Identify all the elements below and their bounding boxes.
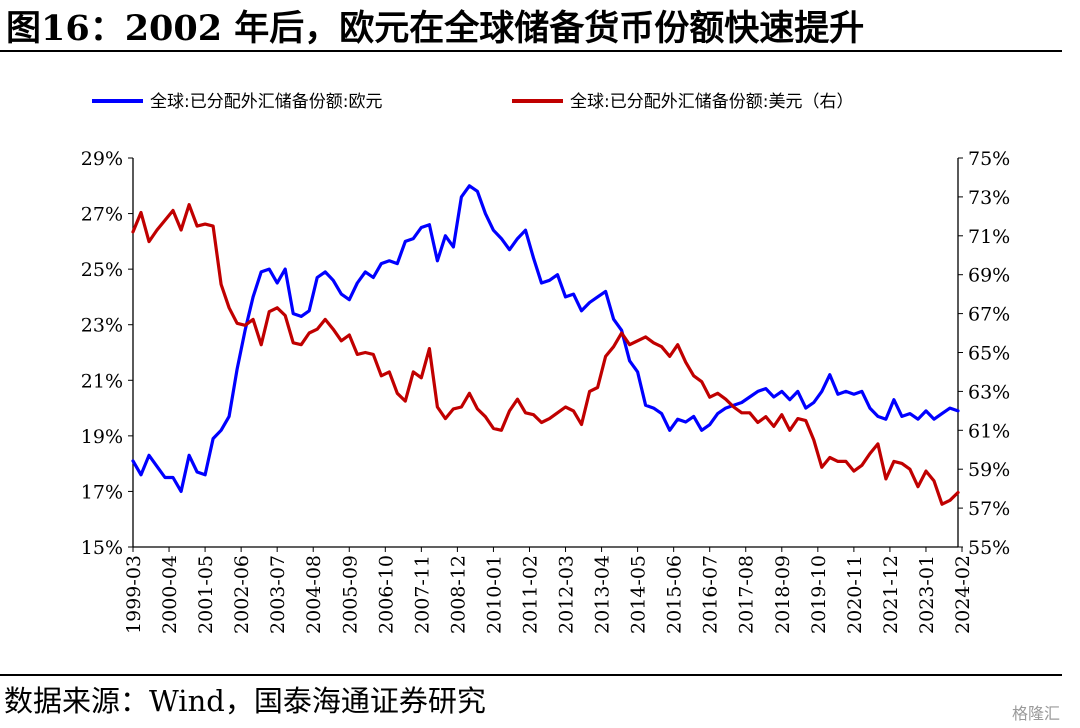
right-tick-label: 67% bbox=[968, 304, 1010, 326]
x-tick-label: 2020-11 bbox=[844, 555, 866, 634]
source-note: 数据来源：Wind，国泰海通证券研究 bbox=[4, 684, 486, 718]
legend: 全球:已分配外汇储备份额:欧元 全球:已分配外汇储备份额:美元（右） bbox=[92, 92, 853, 112]
left-tick-label: 15% bbox=[81, 537, 123, 559]
right-tick-label: 63% bbox=[968, 381, 1010, 403]
left-tick-label: 27% bbox=[81, 204, 123, 226]
title-rule bbox=[0, 50, 1062, 52]
x-tick-label: 1999-03 bbox=[123, 555, 145, 634]
x-tick-label: 2000-04 bbox=[159, 555, 181, 634]
x-tick-label: 2011-02 bbox=[519, 555, 541, 634]
right-tick-label: 73% bbox=[968, 187, 1010, 209]
axes: 15% 17% 19% 21% 23% 25% 27% 29% 55% 57% 59% 61% 63% 6… bbox=[81, 148, 1010, 634]
legend-label-euro: 全球:已分配外汇储备份额:欧元 bbox=[150, 92, 382, 112]
x-tick-label: 2002-06 bbox=[231, 555, 253, 634]
right-tick-label: 57% bbox=[968, 498, 1010, 520]
left-tick-label: 25% bbox=[81, 259, 123, 281]
series-line-euro bbox=[131, 184, 960, 493]
series-line-usd bbox=[131, 203, 960, 506]
right-tick-label: 55% bbox=[968, 537, 1010, 559]
line-chart: 全球:已分配外汇储备份额:欧元 全球:已分配外汇储备份额:美元（右） 15% 17… bbox=[81, 92, 1010, 634]
x-tick-label: 2017-08 bbox=[736, 555, 758, 634]
x-tick-label: 2013-04 bbox=[592, 555, 614, 634]
x-tick-label: 2018-09 bbox=[772, 555, 794, 634]
right-tick-label: 61% bbox=[968, 420, 1010, 442]
x-tick-label: 2001-05 bbox=[195, 555, 217, 634]
x-tick-label: 2021-12 bbox=[880, 555, 902, 634]
x-tick-label: 2003-07 bbox=[267, 555, 289, 634]
x-tick-label: 2004-08 bbox=[303, 555, 325, 634]
watermark-text: 格隆汇 bbox=[1011, 704, 1060, 723]
x-tick-label: 2005-09 bbox=[339, 555, 361, 634]
left-tick-label: 23% bbox=[81, 315, 123, 337]
right-tick-label: 65% bbox=[968, 343, 1010, 365]
x-tick-label: 2015-06 bbox=[664, 555, 686, 634]
x-tick-label: 2023-01 bbox=[916, 555, 938, 634]
left-tick-label: 29% bbox=[81, 148, 123, 170]
x-tick-label: 2019-10 bbox=[808, 555, 830, 634]
x-tick-label: 2010-01 bbox=[483, 555, 505, 634]
x-tick-label: 2024-02 bbox=[952, 555, 974, 634]
x-tick-label: 2012-03 bbox=[556, 555, 578, 634]
right-tick-label: 59% bbox=[968, 459, 1010, 481]
x-tick-label: 2016-07 bbox=[700, 555, 722, 634]
right-tick-label: 69% bbox=[968, 265, 1010, 287]
right-tick-label: 75% bbox=[968, 148, 1010, 170]
left-tick-label: 17% bbox=[81, 481, 123, 503]
figure-title: 图16：2002 年后，欧元在全球储备货币份额快速提升 bbox=[6, 8, 865, 49]
x-tick-label: 2006-10 bbox=[375, 555, 397, 634]
x-tick-label: 2007-11 bbox=[411, 555, 433, 634]
left-tick-label: 19% bbox=[81, 426, 123, 448]
left-tick-label: 21% bbox=[81, 370, 123, 392]
x-tick-label: 2008-12 bbox=[447, 555, 469, 634]
x-tick-label: 2014-05 bbox=[628, 555, 650, 634]
series-layer bbox=[131, 184, 960, 506]
legend-label-usd: 全球:已分配外汇储备份额:美元（右） bbox=[570, 92, 853, 112]
source-rule bbox=[0, 674, 1062, 676]
right-tick-label: 71% bbox=[968, 226, 1010, 248]
